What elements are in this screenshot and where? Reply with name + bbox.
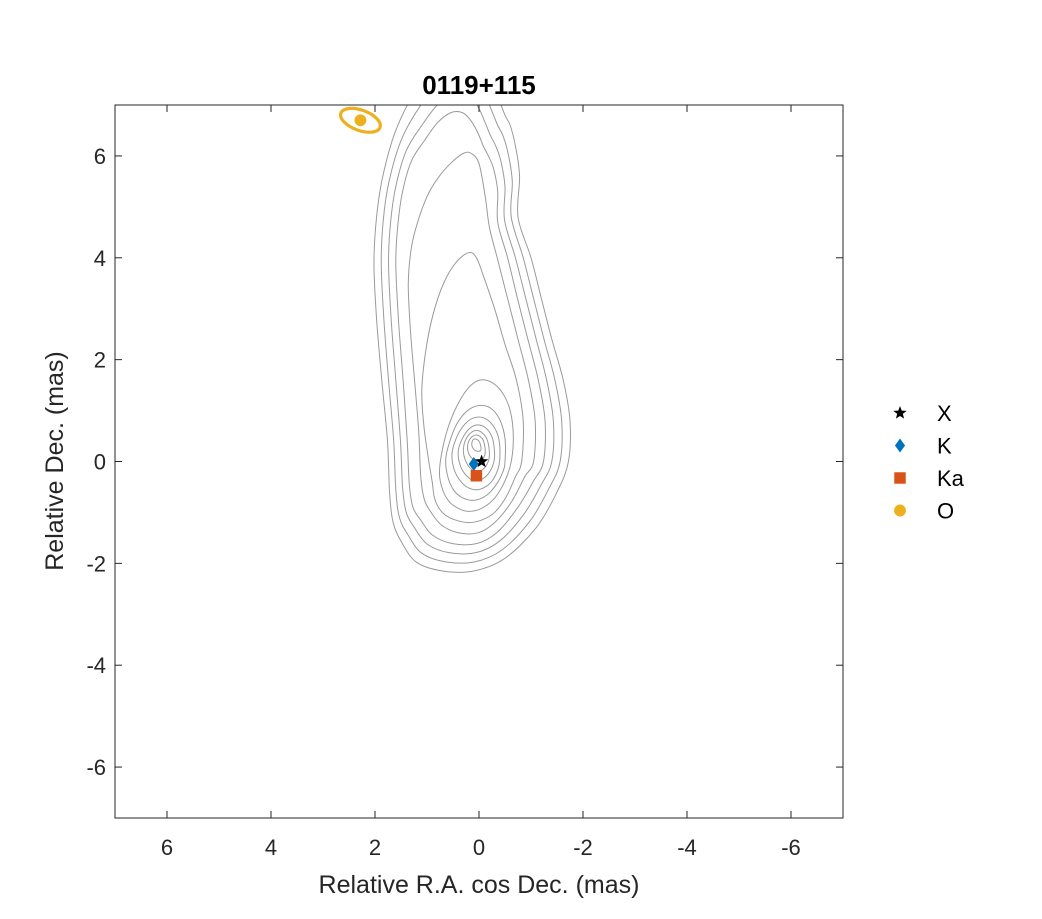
x-axis-ticks: 6 4 2 0 -2 -4 -6 <box>161 105 801 860</box>
x-axis-label: Relative R.A. cos Dec. (mas) <box>319 871 640 899</box>
contour-line <box>407 151 537 535</box>
y-tick-label: -6 <box>86 755 106 780</box>
x-tick-label: 2 <box>369 835 381 860</box>
legend: XK Ka O <box>893 401 965 524</box>
y-tick-label: 4 <box>94 246 106 271</box>
y-tick-label: -2 <box>86 551 106 576</box>
contour-line <box>380 105 563 564</box>
contour-line <box>471 438 482 452</box>
y-axis-ticks: 6 4 2 0 -2 -4 -6 <box>86 144 843 780</box>
marker-k <box>468 457 479 472</box>
x-tick-label: 6 <box>161 835 173 860</box>
y-tick-label: -4 <box>86 653 106 678</box>
contour-line <box>388 105 555 555</box>
contour-line <box>438 379 514 512</box>
y-tick-label: 2 <box>94 348 106 373</box>
legend-marker-k <box>894 438 906 453</box>
y-tick-label: 0 <box>94 450 106 475</box>
contour-line <box>421 251 525 524</box>
contour-line <box>451 416 501 491</box>
x-tick-label: -6 <box>781 835 801 860</box>
x-tick-label: -2 <box>573 835 593 860</box>
marker-o <box>354 114 367 127</box>
contour-line <box>445 404 506 501</box>
legend-marker-o <box>894 504 906 517</box>
marker-layer <box>338 106 489 482</box>
y-axis-label: Relative Dec. (mas) <box>41 351 69 571</box>
contour-line <box>395 111 546 546</box>
error-ellipse-o <box>338 106 382 134</box>
x-tick-label: -4 <box>677 835 697 860</box>
y-tick-label: 6 <box>94 144 106 169</box>
legend-label-x: X <box>937 401 952 426</box>
contour-layer <box>373 105 571 573</box>
contour-line <box>373 105 571 573</box>
x-tick-label: 4 <box>265 835 277 860</box>
x-tick-label: 0 <box>473 835 485 860</box>
legend-marker-x <box>893 406 907 419</box>
legend-label-ka: Ka <box>937 466 965 491</box>
legend-label-o: O <box>937 499 954 524</box>
legend-label-k: K <box>937 434 952 459</box>
contour-line <box>457 424 496 482</box>
marker-x <box>474 454 489 468</box>
marker-ka <box>470 470 483 482</box>
legend-marker-ka <box>894 472 906 484</box>
chart-title: 0119+115 <box>422 70 536 100</box>
